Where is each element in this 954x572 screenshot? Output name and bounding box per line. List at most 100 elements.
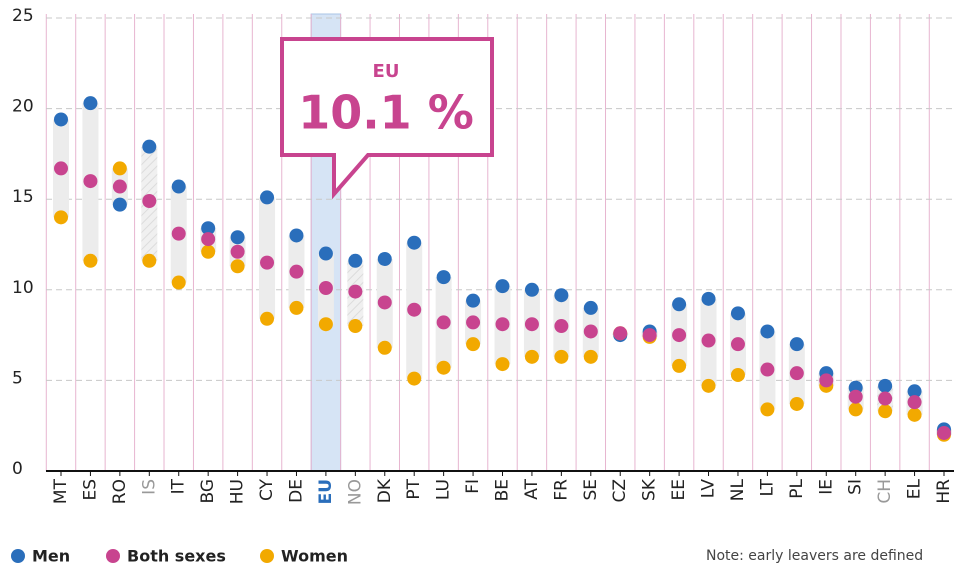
x-tick-label: ES	[80, 479, 100, 501]
x-tick-label: RO	[110, 479, 130, 504]
dot	[672, 328, 687, 343]
dot	[407, 302, 422, 317]
dot	[318, 317, 333, 332]
dot	[730, 337, 745, 352]
dot	[878, 391, 893, 406]
dot	[583, 349, 598, 364]
x-tick-label: EE	[669, 479, 689, 500]
dot	[848, 389, 863, 404]
x-tick-label: MT	[51, 478, 71, 504]
x-tick-label: PL	[787, 478, 807, 498]
legend-label: Women	[281, 547, 348, 566]
callout: EU 10.1 %	[280, 37, 494, 200]
dot	[495, 357, 510, 372]
dot	[495, 317, 510, 332]
legend-swatch	[260, 549, 274, 563]
dot	[554, 288, 569, 303]
x-tick-label: FR	[551, 479, 571, 501]
dot	[348, 253, 363, 268]
dot	[289, 264, 304, 279]
x-tick-label: CY	[257, 478, 277, 501]
dot	[436, 270, 451, 285]
callout-value: 10.1 %	[298, 86, 474, 140]
x-tick-label: PT	[404, 478, 424, 499]
dot	[112, 179, 127, 194]
dot	[377, 295, 392, 310]
dot	[318, 246, 333, 261]
dot	[171, 179, 186, 194]
dot	[907, 407, 922, 422]
x-tick-label: CZ	[610, 479, 630, 503]
dot	[495, 279, 510, 294]
x-tick-label: FI	[463, 479, 483, 494]
dot	[760, 402, 775, 417]
dot	[142, 253, 157, 268]
dot	[289, 228, 304, 243]
x-tick-label: DK	[375, 478, 395, 503]
dot	[260, 311, 275, 326]
dot	[672, 358, 687, 373]
y-tick-label: 25	[12, 6, 34, 26]
dot	[407, 371, 422, 386]
x-tick-label: AT	[522, 478, 542, 499]
dot	[701, 291, 716, 306]
x-tick-label: EU	[316, 479, 336, 504]
dot	[83, 174, 98, 189]
dot	[878, 404, 893, 419]
x-tick-label: LT	[757, 478, 777, 496]
dot	[878, 378, 893, 393]
legend-swatch	[11, 549, 25, 563]
y-tick-label: 15	[12, 187, 34, 207]
x-tick-label: HU	[228, 479, 248, 504]
dot	[937, 425, 951, 440]
x-tick-label: SE	[581, 479, 601, 501]
dot	[524, 317, 539, 332]
dot	[54, 210, 68, 225]
x-tick-label: DE	[286, 479, 306, 503]
dot	[83, 96, 98, 111]
note: Note: early leavers are defined	[706, 548, 923, 564]
dot	[142, 194, 157, 209]
dot	[819, 373, 834, 388]
dot	[583, 300, 598, 315]
dot	[142, 139, 157, 154]
dot	[171, 275, 186, 290]
dot	[260, 190, 275, 205]
dot	[54, 112, 68, 127]
x-tick-label: IS	[139, 479, 159, 495]
dot	[436, 315, 451, 330]
dot	[524, 282, 539, 297]
dot	[466, 337, 481, 352]
x-tick-label: BG	[198, 479, 218, 504]
dot	[230, 259, 245, 274]
dot	[554, 349, 569, 364]
dot	[348, 319, 363, 334]
dot	[348, 284, 363, 299]
dot	[54, 161, 68, 176]
dot	[760, 362, 775, 377]
legend-label: Men	[32, 547, 70, 566]
x-tick-label: IT	[169, 478, 189, 494]
dot	[554, 319, 569, 334]
callout-box	[280, 37, 494, 200]
dot	[672, 297, 687, 312]
x-tick-label: SI	[846, 479, 866, 495]
x-tick-label: LV	[699, 479, 719, 499]
dot	[83, 253, 98, 268]
x-tick-label: EL	[905, 478, 925, 499]
dot	[112, 197, 127, 212]
x-tick-label: BE	[493, 479, 513, 501]
callout-title: EU	[373, 61, 400, 82]
dot	[466, 315, 481, 330]
dot	[289, 300, 304, 315]
dot	[730, 306, 745, 321]
dot	[848, 402, 863, 417]
dot	[466, 293, 481, 308]
y-tick-label: 10	[12, 278, 34, 298]
legend-label: Both sexes	[127, 547, 226, 566]
dot	[201, 221, 216, 236]
dot	[760, 324, 775, 339]
dot	[260, 255, 275, 270]
dot	[230, 244, 245, 259]
dot	[907, 384, 922, 399]
